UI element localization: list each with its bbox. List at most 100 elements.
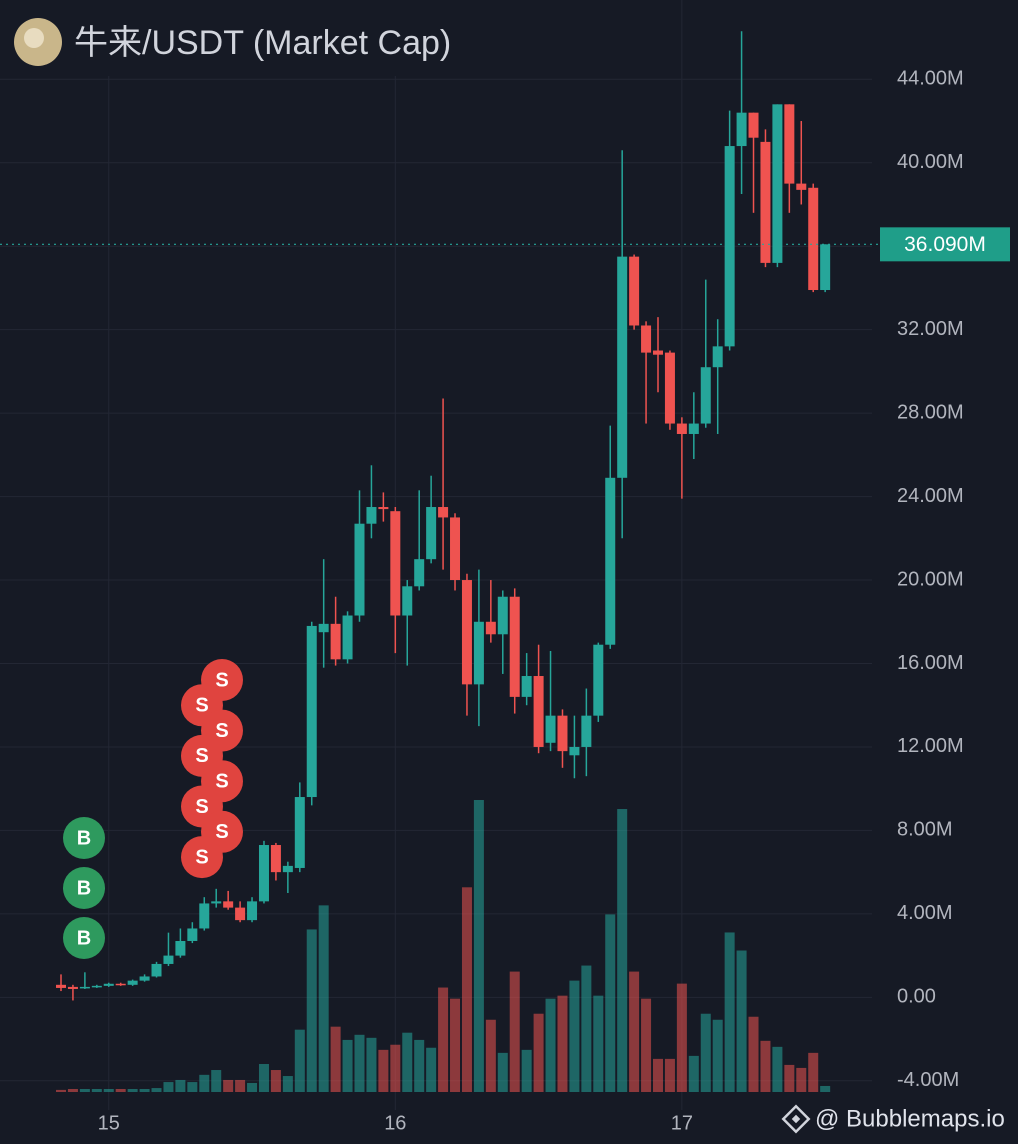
candle-body — [712, 346, 723, 368]
y-tick-label: 12.00M — [897, 735, 964, 757]
buy-marker-label: B — [77, 827, 91, 849]
candle-body — [664, 352, 675, 424]
volume-bar — [163, 1082, 174, 1092]
buy-marker-label: B — [77, 877, 91, 899]
candle-body — [700, 367, 711, 424]
volume-bar — [641, 998, 652, 1092]
volume-bar — [461, 887, 472, 1092]
volume-bar — [402, 1032, 413, 1092]
candle-body — [688, 423, 699, 434]
sell-marker-label: S — [215, 669, 228, 691]
x-tick-label: 15 — [98, 1112, 120, 1134]
watermark: @ Bubblemaps.io — [815, 1105, 1005, 1132]
volume-bar — [509, 971, 520, 1092]
token-avatar-detail — [24, 28, 44, 48]
candle-body — [235, 907, 246, 921]
candle-body — [390, 511, 401, 616]
volume-bar — [629, 971, 640, 1092]
candle-body — [629, 256, 640, 326]
sell-marker-label: S — [215, 821, 228, 843]
volume-bar — [139, 1088, 150, 1092]
volume-bar — [688, 1055, 699, 1092]
candle-body — [521, 676, 532, 697]
volume-bar — [67, 1088, 78, 1092]
volume-bar — [521, 1049, 532, 1092]
volume-bar — [450, 998, 461, 1092]
sell-marker-label: S — [195, 695, 208, 717]
volume-bar — [557, 995, 568, 1092]
candle-body — [127, 980, 138, 985]
y-tick-label: 8.00M — [897, 819, 953, 841]
candle-body — [223, 901, 234, 908]
candle-body — [163, 955, 174, 964]
volume-bar — [235, 1079, 246, 1092]
candle-body — [593, 644, 604, 716]
volume-bar — [378, 1049, 389, 1092]
candle-body — [450, 517, 461, 581]
candle-body — [318, 623, 329, 633]
volume-bar — [497, 1052, 508, 1092]
volume-bar — [115, 1088, 126, 1092]
volume-bar — [127, 1088, 138, 1092]
candle-body — [808, 187, 819, 291]
candle-body — [91, 985, 102, 988]
candle-body — [294, 797, 305, 868]
volume-bar — [533, 1013, 544, 1092]
candle-body — [784, 104, 795, 184]
candle-body — [748, 112, 759, 138]
y-tick-label: 20.00M — [897, 568, 964, 590]
last-price-label: 36.090M — [904, 233, 986, 256]
volume-bar — [103, 1088, 114, 1092]
candle-body — [605, 477, 616, 645]
candle-body — [557, 715, 568, 752]
volume-bar — [820, 1085, 831, 1092]
candle-body — [247, 901, 258, 921]
volume-bar — [247, 1082, 258, 1092]
volume-bar — [282, 1076, 293, 1092]
candle-body — [772, 104, 783, 263]
volume-bar — [390, 1044, 401, 1092]
y-tick-label: 0.00 — [897, 986, 936, 1008]
volume-bar — [151, 1088, 162, 1092]
volume-bar — [784, 1064, 795, 1092]
candle-body — [414, 559, 425, 587]
volume-bar — [748, 1016, 759, 1092]
volume-bar — [545, 998, 556, 1092]
candle-body — [485, 621, 496, 635]
candle-body — [676, 423, 687, 434]
buy-marker — [63, 817, 105, 859]
volume-bar — [199, 1074, 210, 1092]
candle-body — [497, 596, 508, 635]
volume-bar — [306, 929, 317, 1092]
volume-bar — [473, 800, 484, 1092]
candle-body — [258, 845, 269, 902]
candle-body — [617, 256, 628, 478]
candle-body — [330, 623, 341, 660]
candle-body — [211, 901, 222, 904]
candle-body — [139, 976, 150, 981]
candle-body — [760, 141, 771, 263]
volume-bar — [605, 914, 616, 1092]
volume-bar — [187, 1082, 198, 1092]
volume-bar — [79, 1088, 90, 1092]
x-tick-label: 17 — [671, 1112, 693, 1134]
volume-bar — [485, 1019, 496, 1092]
volume-bar — [294, 1029, 305, 1092]
volume-bar — [736, 950, 747, 1092]
candle-body — [426, 507, 437, 560]
candle-body — [509, 596, 520, 697]
y-tick-label: 4.00M — [897, 902, 953, 924]
volume-bar — [569, 980, 580, 1092]
candle-body — [306, 625, 317, 798]
volume-bar — [414, 1039, 425, 1092]
buy-marker-label: B — [77, 927, 91, 949]
volume-bar — [808, 1052, 819, 1092]
volume-bar — [330, 1026, 341, 1092]
candle-body — [151, 963, 162, 977]
candle-body — [342, 615, 353, 660]
chart-title: 牛来/USDT (Market Cap) — [74, 24, 451, 62]
candle-body — [724, 146, 735, 347]
candle-body — [569, 746, 580, 756]
volume-bar — [270, 1070, 281, 1092]
